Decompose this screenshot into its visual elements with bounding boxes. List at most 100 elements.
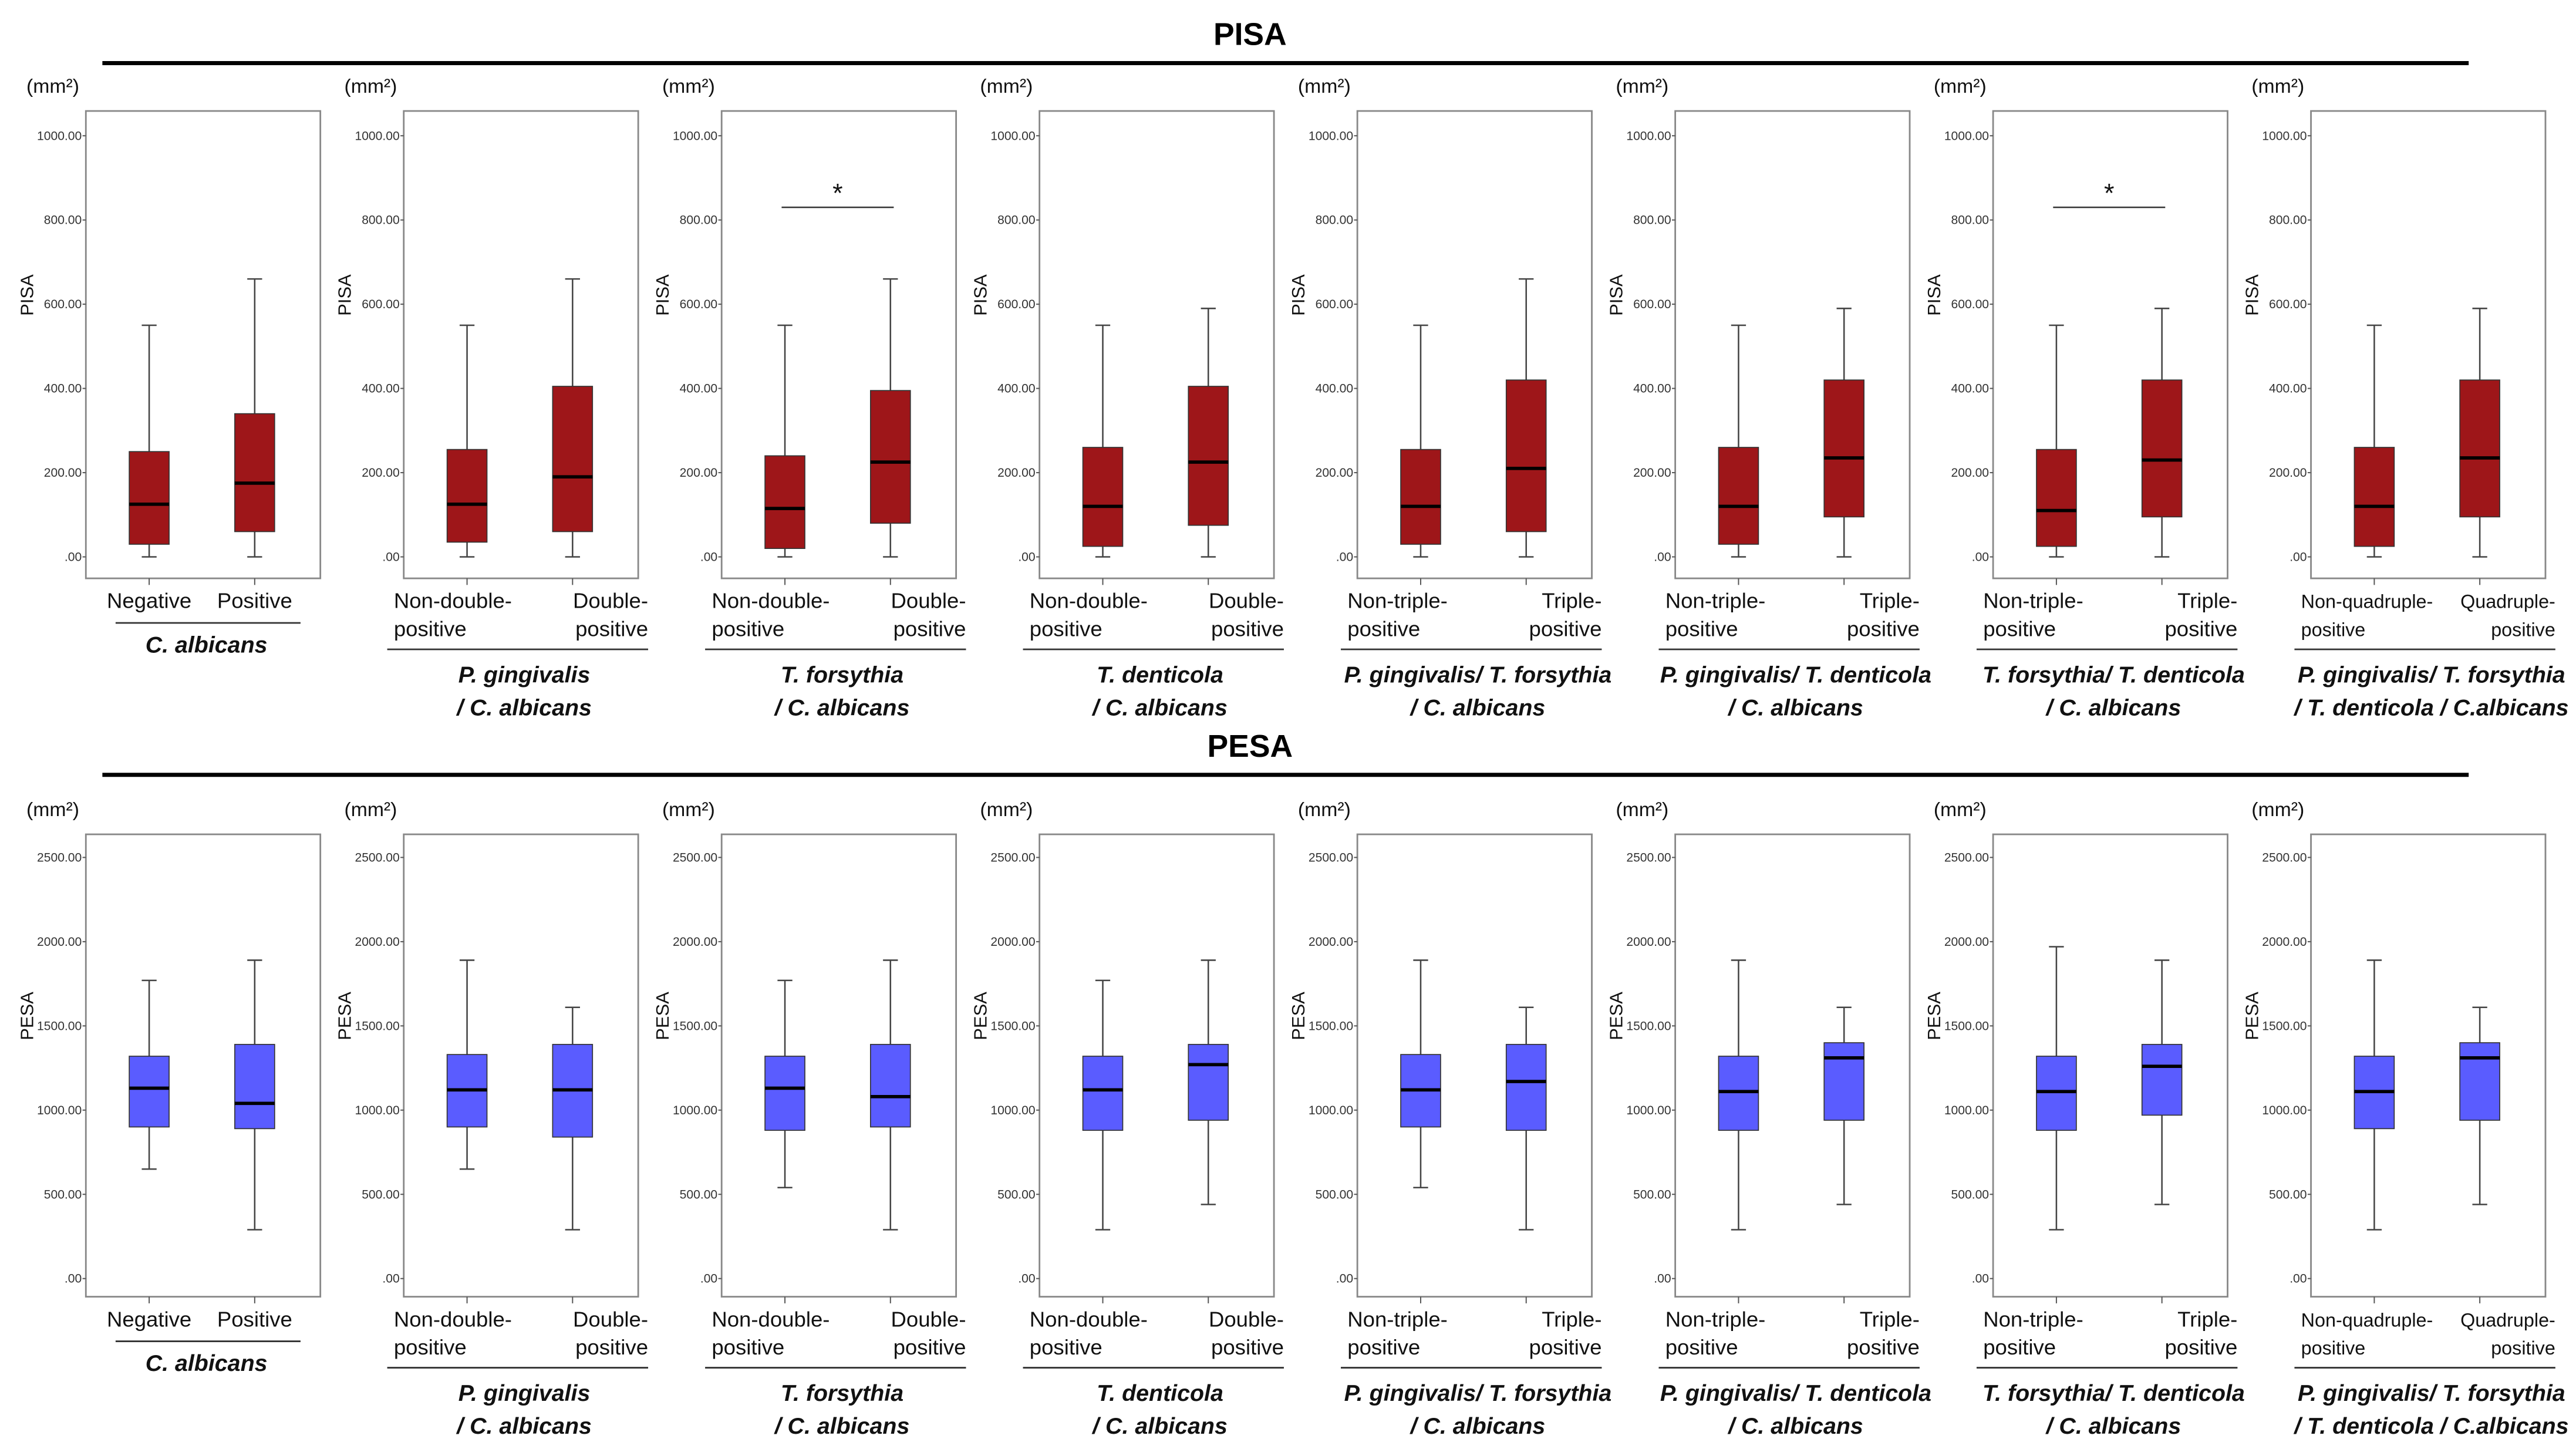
y-tick-label: 800.00 [1316,214,1353,227]
box-2 [2141,308,2183,558]
category-label: Triple- [1860,589,1920,613]
plot-frame [403,833,639,1298]
y-tick-label: 800.00 [1951,214,1989,227]
unit-label: (mm²) [1298,75,1351,97]
y-tick-label: 200.00 [997,466,1035,480]
y-tick-label: 1500.00 [2262,1019,2307,1033]
box-1 [2036,324,2077,558]
y-tick-label: 1000.00 [1309,129,1353,143]
panel-4: (mm²) PESA .00 500.00 1000.00 1500.00 2000.00 2… [970,798,1284,1439]
box-1 [1082,979,1124,1231]
y-tick-label: 2000.00 [1626,935,1671,949]
y-tick-label: 800.00 [44,214,82,227]
category-label: positive [1847,617,1920,641]
category-label: Non-double- [712,1307,830,1331]
category-label: positive [1529,617,1602,641]
iqr-box [1082,1056,1124,1131]
box-2 [234,278,275,558]
box-1 [129,979,170,1170]
category-label: Non-double- [394,589,512,613]
y-tick-label: .00 [1336,1272,1353,1286]
group-label: P. gingivalis/ T. forsythia [2298,662,2565,688]
y-tick-label: 600.00 [1316,298,1353,311]
y-axis-label: PESA [970,992,991,1040]
unit-label: (mm²) [344,798,397,821]
box-1 [129,324,170,558]
plot-frame [720,110,957,579]
category-label: positive [1665,1335,1738,1359]
y-tick-label: 1000.00 [1309,1104,1353,1117]
plot-frame [720,833,957,1298]
unit-label: (mm²) [26,798,79,821]
panel-7: (mm²) PESA .00 500.00 1000.00 1500.00 2000.00 2… [1924,798,2245,1439]
category-label: Triple- [1542,1307,1601,1331]
category-label: Quadruple- [2460,591,2555,612]
y-tick-label: 400.00 [44,382,82,396]
category-label: positive [2301,619,2366,641]
y-tick-label: 600.00 [997,298,1035,311]
box-1 [1082,324,1124,558]
group-label: T. forsythia [781,662,903,688]
y-axis-label: PESA [335,992,355,1040]
unit-label: (mm²) [26,75,79,97]
panel-2: (mm²) PESA .00 500.00 1000.00 1500.00 2000.00 2… [335,798,648,1439]
group-label: T. denticola [1097,662,1223,688]
y-tick-label: 2000.00 [673,935,717,949]
y-tick-label: 1000.00 [2262,129,2307,143]
group-label: / C. albicans [2045,1413,2181,1439]
y-tick-label: 1000.00 [990,129,1035,143]
y-tick-label: 500.00 [44,1188,82,1201]
significance-marker: * [832,178,843,208]
iqr-box [1823,379,1864,518]
category-label: positive [1847,1335,1920,1359]
panel-3: (mm²) PESA .00 500.00 1000.00 1500.00 2000.00 2… [652,798,966,1439]
y-tick-label: 400.00 [2269,382,2307,396]
iqr-box [234,413,275,533]
plot-frame [1992,833,2228,1298]
y-tick-label: 1000.00 [1944,129,1989,143]
category-label: Non-triple- [1665,589,1766,613]
box-1 [1400,324,1441,558]
group-label: T. forsythia/ T. denticola [1982,662,2245,688]
box-1 [1718,959,1759,1231]
box-1 [2354,959,2395,1231]
y-tick-label: 1000.00 [355,129,399,143]
y-tick-label: 800.00 [680,214,717,227]
y-axis-label: PISA [2242,274,2263,316]
iqr-box [1188,386,1229,526]
group-label: / C. albicans [774,695,910,721]
box-1 [764,979,805,1189]
iqr-box [869,1044,911,1128]
category-label: positive [893,617,966,641]
panel-3: (mm²) PISA .00 200.00 400.00 600.00 800.00 1000… [652,75,966,720]
plot-frame [1039,110,1275,579]
iqr-box [764,455,805,549]
y-tick-label: 1000.00 [1626,129,1671,143]
y-tick-label: 2500.00 [990,851,1035,864]
section-title: PESA [1208,729,1293,764]
iqr-box [2141,379,2183,518]
y-tick-label: 2000.00 [1944,935,1989,949]
category-label: Non-double- [1030,1307,1148,1331]
iqr-box [1082,447,1124,547]
group-label: P. gingivalis/ T. forsythia [1344,662,1612,688]
y-tick-label: 500.00 [1951,1188,1989,1201]
category-label: positive [1347,617,1420,641]
group-label: / C. albicans [1410,695,1546,721]
iqr-box [446,449,488,543]
box-1 [1718,324,1759,558]
category-label: Non-triple- [1665,1307,1766,1331]
y-tick-label: 500.00 [997,1188,1035,1201]
category-label: Non-double- [712,589,830,613]
category-label: positive [394,1335,467,1359]
panel-6: (mm²) PISA .00 200.00 400.00 600.00 800.00 1000… [1606,75,1931,720]
y-tick-label: 500.00 [1316,1188,1353,1201]
iqr-box [2141,1044,2183,1116]
box-2 [234,959,275,1231]
category-label: Non-double- [1030,589,1148,613]
category-label: positive [2491,1337,2555,1359]
y-axis-label: PISA [652,274,673,316]
group-label: T. denticola [1097,1380,1223,1406]
section-title: PISA [1213,18,1287,52]
plot-frame [2310,833,2547,1298]
